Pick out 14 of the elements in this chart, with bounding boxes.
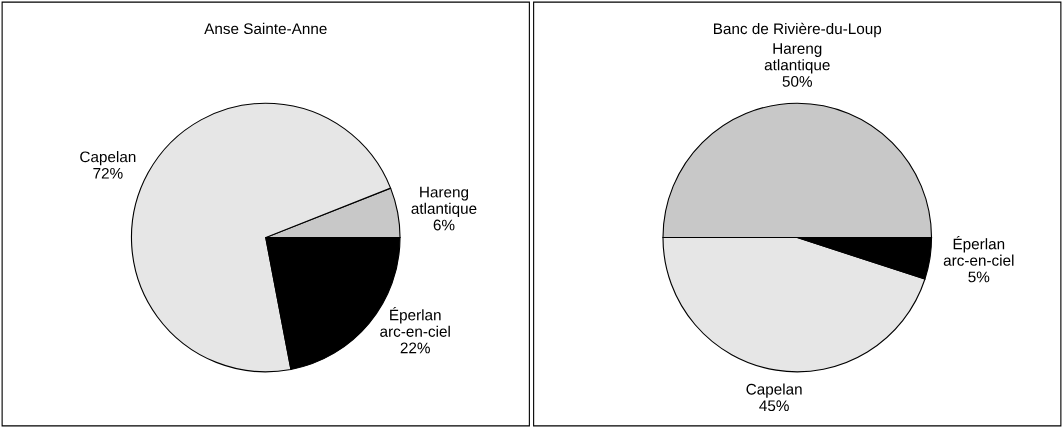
data-label: 50% <box>782 76 812 87</box>
data-label: 22% <box>400 342 430 354</box>
slice-label: Capelan <box>746 383 802 398</box>
slice-label: Hareng atlantique <box>411 186 477 217</box>
chart-title: Banc de Rivière-du-Loup <box>714 22 882 38</box>
data-label: 72% <box>93 167 123 179</box>
slice-label: Éperlan arc-en-ciel <box>380 307 450 337</box>
chart-title: Anse Sainte-Anne <box>204 22 327 35</box>
slice-label: Éperlan arc-en-ciel <box>943 235 1014 266</box>
data-label: 5% <box>968 271 990 283</box>
slice-label: Hareng atlantique <box>764 43 830 74</box>
data-label: 45% <box>759 400 789 412</box>
data-label: 6% <box>433 219 455 231</box>
slice-label: Capelan <box>80 151 136 166</box>
